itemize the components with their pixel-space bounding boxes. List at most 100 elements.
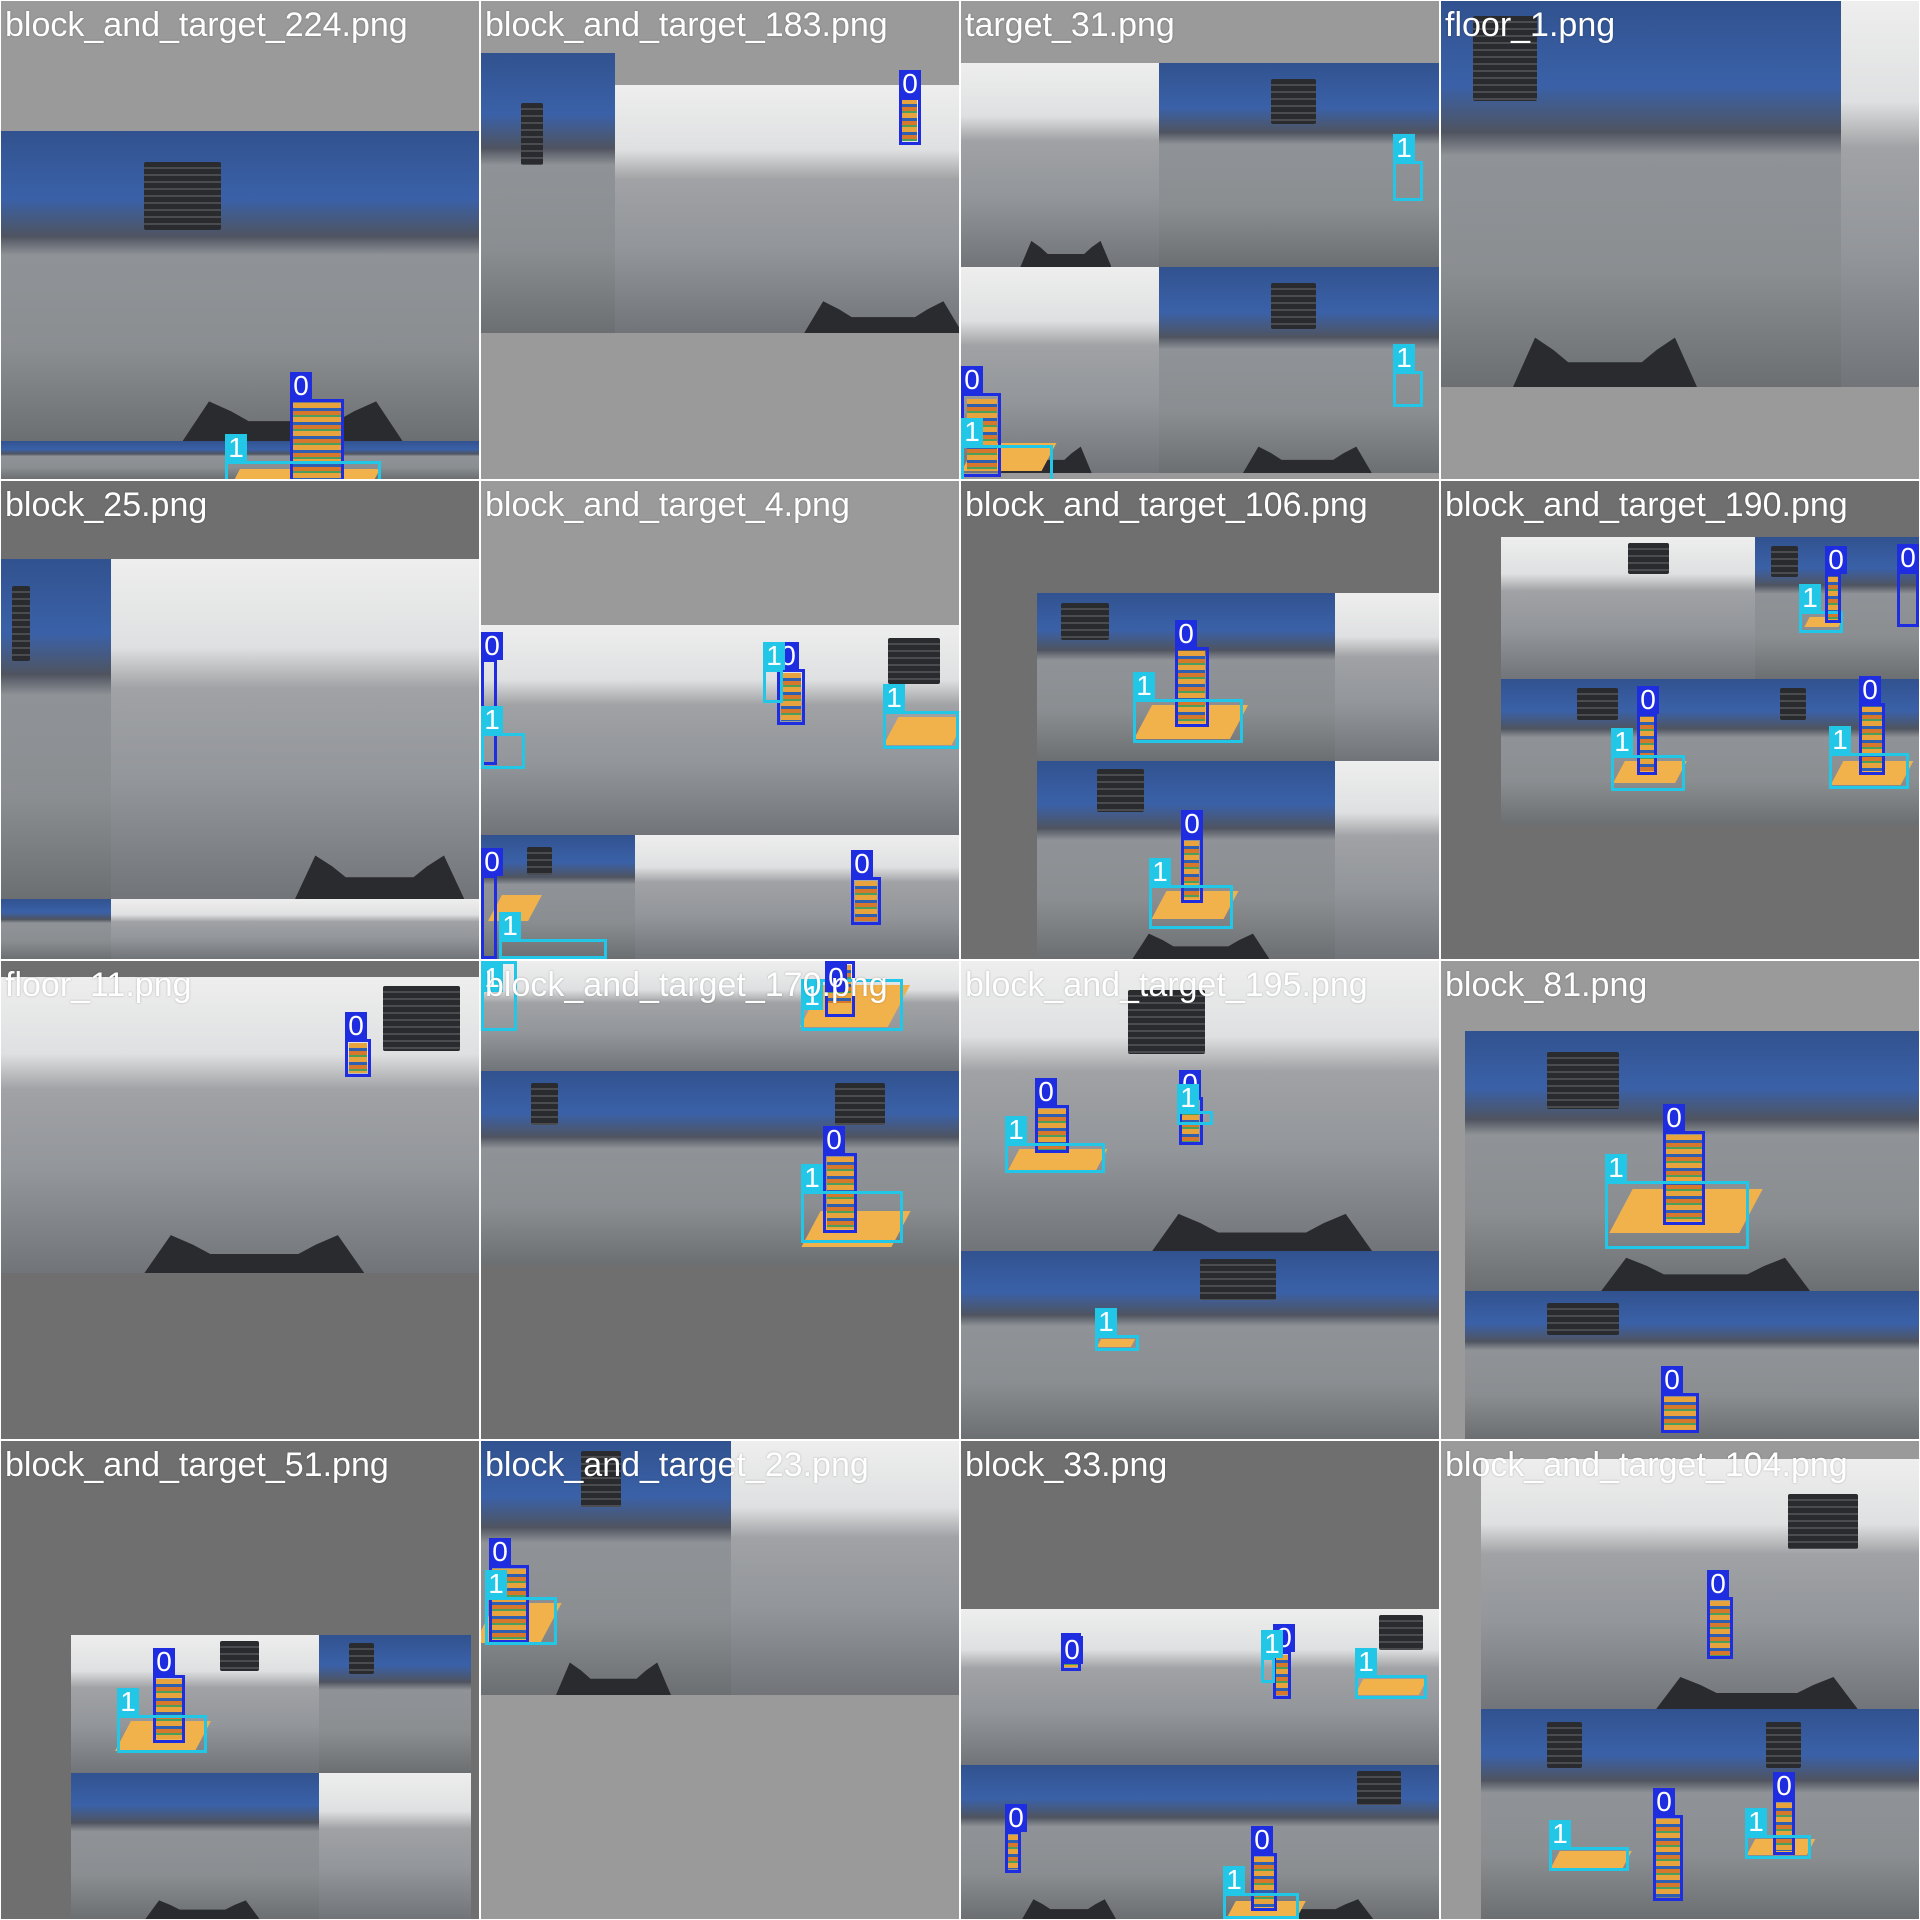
block-stack: [1709, 1601, 1731, 1657]
image-tile[interactable]: floor_1.png: [1441, 1, 1919, 479]
bounding-box-class-1: 1: [1133, 672, 1243, 743]
photo-frame: [71, 1773, 319, 1919]
image-tile[interactable]: 0 floor_11.png: [1, 961, 479, 1439]
image-filename: block_33.png: [965, 1446, 1168, 1484]
image-filename: floor_11.png: [5, 966, 192, 1004]
image-tile[interactable]: 0 1 block_and_target_23.png: [481, 1441, 959, 1919]
class-label: 1: [117, 1688, 139, 1716]
image-filename: floor_1.png: [1445, 6, 1616, 44]
image-tile[interactable]: 1 0 1 1 target_31.png: [961, 1, 1439, 479]
bounding-box-class-1: 1: [1149, 858, 1233, 929]
bounding-box-class-1: 1: [481, 706, 525, 769]
class-label: 0: [481, 848, 503, 876]
block-stack: [1007, 1835, 1019, 1869]
photo-frame: [1159, 267, 1439, 473]
bounding-box-class-0: 0: [489, 1538, 529, 1643]
block-stack: [293, 403, 341, 479]
photo-frame: [1335, 761, 1439, 959]
image-tile[interactable]: 0 1 0 1 1 0 0 1 block_and_target_4.png: [481, 481, 959, 959]
tool-cabinet: [1128, 990, 1205, 1054]
tool-cabinet: [835, 1082, 885, 1126]
robot-gripper: [1152, 1213, 1373, 1251]
image-tile[interactable]: 0 block_and_target_183.png: [481, 1, 959, 479]
tool-cabinet: [1577, 687, 1618, 720]
image-tile[interactable]: block_25.png: [1, 481, 479, 959]
photo-mosaic: 0: [1, 977, 479, 1273]
class-label: 0: [961, 366, 983, 394]
bounding-box-class-1: 1: [1799, 584, 1843, 633]
robot-gripper: [1601, 1257, 1811, 1291]
bounding-box-class-1: 1: [1223, 1866, 1299, 1919]
class-label: 1: [1745, 1808, 1767, 1836]
photo-frame: [1, 131, 479, 441]
image-tile[interactable]: 0 1 0 0 1 block_and_target_104.png: [1441, 1441, 1919, 1919]
class-label: 0: [1653, 1788, 1675, 1816]
bounding-box-class-0: 0: [1859, 676, 1885, 775]
tool-cabinet: [1473, 16, 1537, 102]
photo-frame: [481, 961, 649, 1071]
bounding-box-class-1: 1: [225, 434, 381, 479]
image-filename: target_31.png: [965, 6, 1175, 44]
image-tile[interactable]: 01011block_and_target_195.png: [961, 961, 1439, 1439]
bounding-box-class-1: 1: [1393, 134, 1423, 201]
class-label: 1: [1829, 726, 1851, 754]
photo-mosaic: 0: [481, 53, 959, 333]
tool-cabinet: [1096, 768, 1145, 813]
tool-cabinet: [527, 847, 552, 875]
class-label: 0: [899, 70, 921, 98]
tool-cabinet: [1771, 545, 1798, 577]
bounding-box-class-0: 0: [825, 961, 855, 1017]
bounding-box-class-1: 1: [961, 418, 1053, 479]
robot-gripper: [144, 1235, 365, 1273]
image-tile[interactable]: 0 1 0 block_81.png: [1441, 961, 1919, 1439]
class-label: 0: [489, 1538, 511, 1566]
bounding-box-class-1: 1: [883, 684, 959, 749]
block-stack: [1775, 1803, 1793, 1851]
bounding-box-class-1: 1: [1745, 1808, 1811, 1859]
bounding-box-class-1: 1: [1393, 344, 1423, 407]
image-tile[interactable]: 0 0 1 1 0 0 1 block_33.png: [961, 1441, 1439, 1919]
block-stack: [1183, 841, 1199, 899]
class-label: 1: [1355, 1648, 1377, 1676]
image-tile[interactable]: 0 1 block_and_target_51.png: [1, 1441, 479, 1919]
robot-gripper: [804, 301, 959, 333]
image-tile[interactable]: 0 1 block_and_target_224.png: [1, 1, 479, 479]
bounding-box-class-1: 1: [1177, 1084, 1213, 1125]
robot-gripper: [1020, 240, 1112, 267]
bounding-box-class-0: 0: [899, 70, 921, 145]
class-label: 1: [1393, 134, 1415, 162]
robot-gripper: [556, 1662, 671, 1695]
image-tile[interactable]: 1 0 0 0 1 0 1 block_and_target_190.png: [1441, 481, 1919, 959]
class-label: 1: [1261, 1630, 1283, 1658]
photo-mosaic: 0 1 0: [1465, 1031, 1919, 1439]
image-tile[interactable]: 1 0 1 0 1 block_and_target_170.png: [481, 961, 959, 1439]
tool-cabinet: [1779, 687, 1806, 720]
robot-gripper: [1243, 446, 1372, 473]
bounding-box-class-0: 0: [1637, 686, 1659, 775]
block-stack: [155, 1679, 183, 1739]
image-filename: block_and_target_51.png: [5, 1446, 389, 1484]
class-label: 0: [1825, 546, 1847, 574]
class-label: 1: [1605, 1154, 1627, 1182]
tool-cabinet: [521, 103, 543, 165]
block-stack: [781, 673, 801, 721]
bounding-box-class-0: 0: [1653, 1788, 1683, 1901]
photo-frame: [1441, 1, 1841, 387]
photo-frame: [111, 899, 479, 959]
image-tile[interactable]: 0 1 0 1 block_and_target_106.png: [961, 481, 1439, 959]
bounding-box-class-1: 1: [481, 961, 517, 1031]
block-stack: [1275, 1655, 1289, 1695]
class-label: 0: [345, 1012, 367, 1040]
tool-cabinet: [1546, 1051, 1620, 1109]
class-label: 0: [1897, 544, 1919, 572]
class-label: 0: [1707, 1570, 1729, 1598]
bounding-box-class-1: 1: [1005, 1116, 1105, 1173]
block-stack: [1177, 651, 1205, 723]
bounding-box-class-0: 0: [851, 850, 881, 925]
